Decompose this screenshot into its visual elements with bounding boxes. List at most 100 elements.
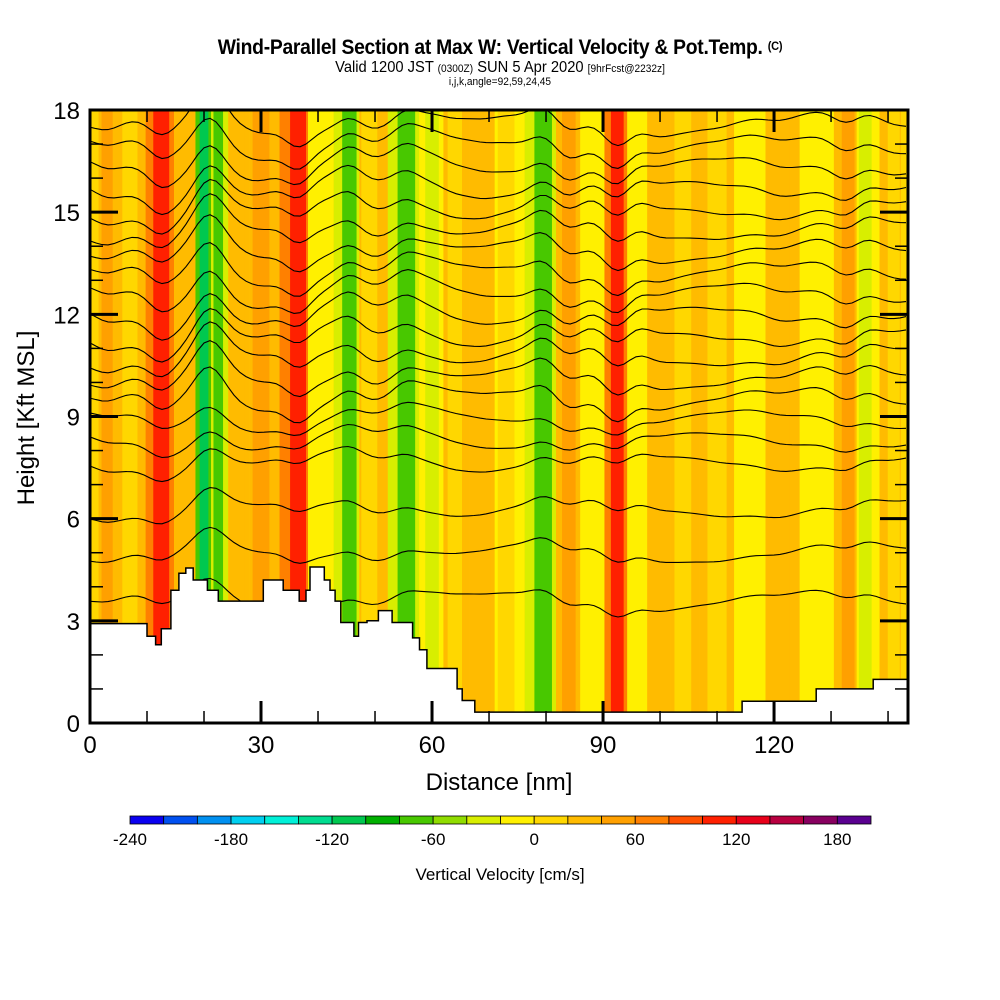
y-tick-label: 9 <box>67 405 80 432</box>
velocity-core <box>397 110 416 723</box>
isentrope-line <box>90 142 907 189</box>
colorbar-tick-label: 180 <box>823 830 851 849</box>
colorbar-swatch <box>129 815 165 825</box>
colorbar-swatch <box>836 815 872 825</box>
y-tick-label: 3 <box>67 609 80 636</box>
colorbar-swatch <box>466 815 501 825</box>
chart-params: i,j,k,angle=92,59,24,45 <box>448 76 552 88</box>
isentrope-line <box>90 269 907 314</box>
isentrope-line <box>90 110 907 148</box>
colorbar-tick-label: 0 <box>529 830 538 849</box>
colorbar-tick-label: -180 <box>214 830 248 849</box>
velocity-core <box>180 110 193 723</box>
axis-ticks <box>88 108 908 725</box>
colorbar-swatch <box>601 815 636 825</box>
isentrope-line <box>90 577 907 619</box>
colorbar-swatch <box>634 815 670 825</box>
y-tick-label: 18 <box>53 98 80 125</box>
colorbar-swatch <box>500 815 535 825</box>
x-axis-label: Distance [nm] <box>426 769 573 796</box>
velocity-core <box>584 110 599 723</box>
colorbar-swatch <box>298 815 333 825</box>
isentrope-line <box>90 214 907 273</box>
y-axis-label: Height [Kft MSL] <box>13 331 40 506</box>
y-tick-label: 15 <box>53 200 80 227</box>
colorbar-tick-label: 120 <box>722 830 750 849</box>
isentrope-line <box>90 117 907 170</box>
velocity-core <box>252 110 270 723</box>
isentrope-line <box>90 242 907 297</box>
colorbar-swatch <box>230 815 266 825</box>
velocity-core <box>213 110 224 723</box>
isentrope-line <box>90 423 907 459</box>
velocity-core <box>425 110 439 723</box>
velocity-core <box>674 110 692 723</box>
isentrope-line <box>90 193 907 249</box>
velocity-core <box>810 110 830 723</box>
colorbar-swatch <box>399 815 434 825</box>
velocity-core <box>199 110 209 723</box>
colorbar-tick-label: -60 <box>421 830 446 849</box>
velocity-core <box>770 110 790 723</box>
velocity-core <box>841 110 855 723</box>
colorbar <box>129 815 872 825</box>
chart-title: Wind-Parallel Section at Max W: Vertical… <box>217 36 783 59</box>
colorbar-swatch <box>803 815 838 825</box>
colorbar-swatch <box>196 815 232 825</box>
isentrope-line <box>90 178 907 235</box>
x-tick-label: 0 <box>83 732 96 759</box>
velocity-core <box>650 110 664 723</box>
colorbar-swatch <box>365 815 400 825</box>
velocity-core <box>742 110 761 723</box>
isentrope-line <box>90 321 907 378</box>
velocity-core <box>476 110 491 723</box>
velocity-core <box>232 110 245 723</box>
y-tick-label: 12 <box>53 302 80 329</box>
colorbar-swatch <box>668 815 703 825</box>
colorbar-swatch <box>432 815 468 825</box>
velocity-core <box>610 110 624 723</box>
velocity-core <box>122 110 138 723</box>
colorbar-swatch <box>331 815 367 825</box>
velocity-core <box>153 110 170 723</box>
colorbar-swatch <box>567 815 602 825</box>
isentrope-line <box>90 366 907 424</box>
isentrope-line <box>90 340 907 398</box>
colorbar-tick-label: 60 <box>626 830 645 849</box>
velocity-core <box>631 110 643 723</box>
isentrope-line <box>90 487 907 525</box>
isentrope-line <box>90 291 907 341</box>
x-tick-label: 120 <box>754 732 794 759</box>
colorbar-swatch <box>702 815 737 825</box>
colorbar-label: Vertical Velocity [cm/s] <box>415 865 584 884</box>
x-tick-label: 30 <box>248 732 275 759</box>
colorbar-swatch <box>533 815 569 825</box>
colorbar-swatch <box>735 815 771 825</box>
velocity-core <box>361 110 378 723</box>
chart-subtitle: Valid 1200 JST (0300Z) SUN 5 Apr 2020 [9… <box>335 59 665 76</box>
colorbar-tick-label: -120 <box>315 830 349 849</box>
colorbar-swatch <box>264 815 299 825</box>
isentrope-line <box>90 445 907 483</box>
velocity-core <box>858 110 872 723</box>
y-tick-label: 0 <box>67 711 80 738</box>
x-tick-labels: 0 30 60 90 120 <box>83 732 794 759</box>
terrain <box>90 566 908 723</box>
velocity-core <box>534 110 552 723</box>
velocity-core <box>290 110 307 723</box>
x-tick-label: 90 <box>590 732 617 759</box>
isentrope-line <box>90 164 907 216</box>
velocity-core <box>707 110 727 723</box>
copyright-mark: (C) <box>767 39 783 53</box>
velocity-core <box>447 110 463 723</box>
isentrope-line <box>90 401 907 436</box>
colorbar-tick-labels: -240 -180 -120 -60 0 60 120 180 <box>113 830 852 849</box>
colorbar-tick-label: -240 <box>113 830 147 849</box>
velocity-core <box>497 110 515 723</box>
isentrope-contours <box>90 110 907 619</box>
y-tick-labels: 0 3 6 9 12 15 18 <box>53 98 80 738</box>
isentrope-line <box>90 526 907 564</box>
colorbar-swatch <box>769 815 805 825</box>
velocity-core <box>562 110 576 723</box>
